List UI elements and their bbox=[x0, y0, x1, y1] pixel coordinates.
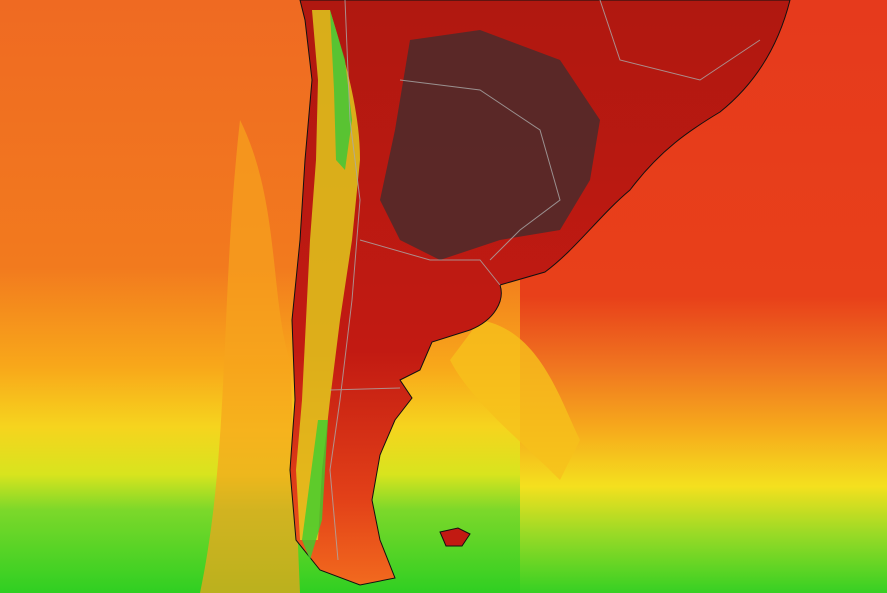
northern-andes bbox=[330, 10, 352, 170]
ocean-yellow-plume bbox=[450, 320, 580, 480]
hot-core-region bbox=[380, 30, 600, 260]
border-brazil-states bbox=[599, 0, 761, 81]
border-chile bbox=[329, 0, 361, 561]
borders bbox=[329, 0, 761, 561]
patagonian-andes bbox=[302, 420, 328, 560]
border-paraguay bbox=[399, 79, 561, 261]
coastal-warm-band bbox=[200, 120, 300, 593]
border-province-south bbox=[329, 387, 401, 391]
border-provinces bbox=[359, 239, 501, 286]
falkland-islands bbox=[439, 527, 471, 547]
